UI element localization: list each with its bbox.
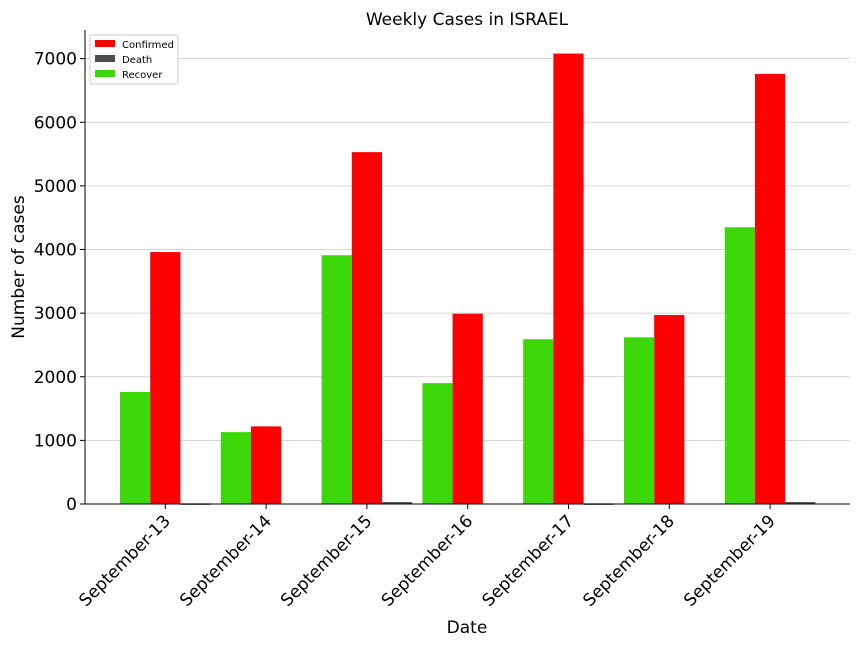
gridlines — [85, 58, 850, 441]
x-ticks: September-13 September-14 September-15 Sept… — [75, 504, 780, 611]
bar-recover-september-16 — [422, 383, 453, 504]
bar-confirmed-september-17 — [553, 53, 584, 504]
legend: Confirmed Death Recover — [89, 34, 179, 85]
y-tick-label: 6000 — [34, 113, 77, 133]
y-tick-label: 4000 — [34, 241, 77, 261]
bar-recover-september-18 — [624, 337, 655, 504]
legend-swatch-death — [95, 55, 115, 62]
x-tick-label: September-15 — [277, 511, 376, 610]
y-tick-label: 1000 — [34, 431, 77, 451]
bar-confirmed-september-18 — [654, 315, 685, 504]
bar-confirmed-september-13 — [150, 252, 181, 504]
y-tick-label: 7000 — [34, 50, 77, 70]
bar-recover-september-15 — [321, 255, 352, 504]
legend-label-confirmed: Confirmed — [122, 40, 174, 51]
x-tick-label: September-19 — [680, 511, 779, 610]
x-tick-label: September-17 — [479, 511, 578, 610]
bar-confirmed-september-19 — [755, 73, 786, 505]
x-tick-label: September-14 — [176, 511, 275, 610]
y-ticks: 0 1000 2000 3000 4000 5000 6000 7000 — [34, 50, 85, 515]
x-tick-label: September-18 — [579, 511, 678, 610]
x-tick-label: September-13 — [75, 511, 174, 610]
chart-title: Weekly Cases in ISRAEL — [366, 10, 569, 30]
bar-recover-september-13 — [120, 392, 151, 504]
x-tick-label: September-16 — [378, 511, 477, 610]
y-tick-label: 0 — [66, 495, 77, 515]
bar-death-september-15 — [382, 502, 413, 504]
bar-death-september-19 — [785, 502, 816, 504]
y-tick-label: 3000 — [34, 304, 77, 324]
legend-swatch-recover — [95, 70, 115, 77]
legend-label-death: Death — [122, 55, 152, 66]
bar-recover-september-19 — [724, 227, 755, 504]
y-tick-label: 2000 — [34, 368, 77, 388]
y-axis-label: Number of cases — [9, 195, 29, 339]
bars — [120, 53, 816, 505]
bar-confirmed-september-14 — [251, 426, 282, 504]
y-tick-label: 5000 — [34, 177, 77, 197]
x-axis-label: Date — [447, 618, 488, 638]
bar-recover-september-14 — [220, 432, 251, 504]
legend-label-recover: Recover — [122, 70, 163, 81]
bar-confirmed-september-16 — [452, 313, 483, 504]
bar-recover-september-17 — [523, 339, 554, 504]
bar-confirmed-september-15 — [351, 152, 382, 504]
legend-swatch-confirmed — [95, 40, 115, 47]
